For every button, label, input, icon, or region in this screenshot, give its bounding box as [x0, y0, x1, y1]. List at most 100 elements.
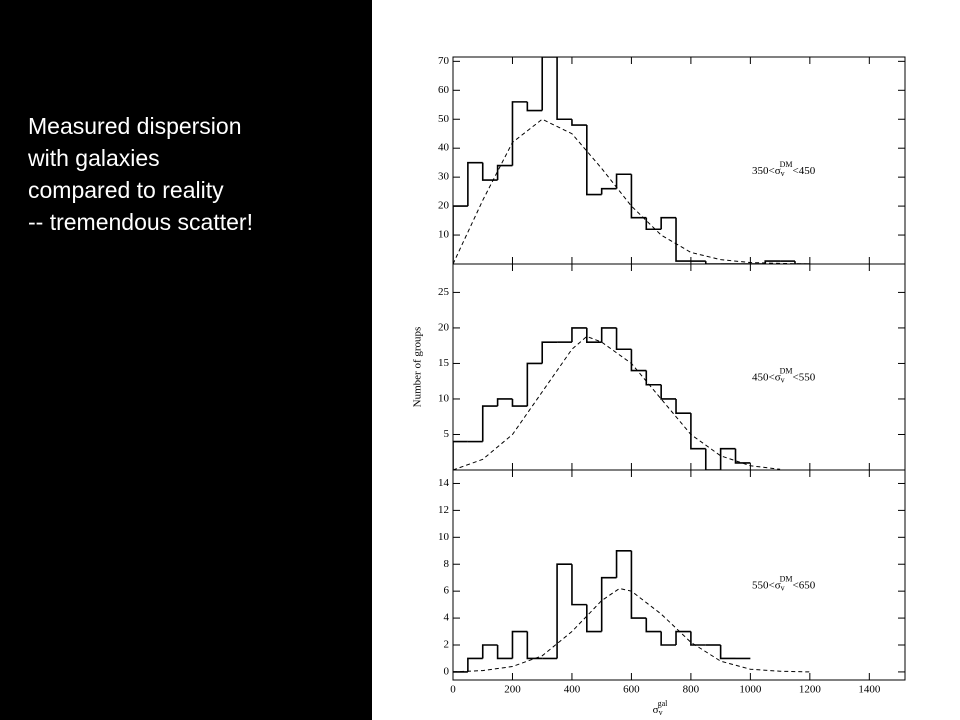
histogram-step — [467, 161, 483, 207]
y-tick-label: 10 — [438, 392, 450, 404]
fit-curve — [453, 118, 840, 264]
histogram-step — [541, 57, 558, 111]
histogram-step — [719, 645, 736, 660]
y-tick-label: 50 — [438, 113, 450, 125]
annotation: 450<σvDM<550 — [752, 366, 816, 384]
histogram-step — [690, 631, 706, 646]
histogram-step — [660, 631, 677, 646]
histogram-step — [704, 448, 721, 470]
histogram-step — [600, 187, 617, 195]
histogram-step — [571, 119, 587, 126]
histogram-step — [541, 341, 558, 364]
histogram-step — [467, 657, 483, 672]
frame — [452, 469, 906, 681]
annotation-sub: v — [781, 583, 785, 592]
y-tick-label: 0 — [444, 665, 450, 677]
x-tick-label: 0 — [450, 684, 456, 696]
histogram-step — [660, 384, 677, 400]
histogram-step — [453, 205, 468, 264]
histogram-step — [675, 398, 691, 414]
histogram-step — [630, 550, 647, 619]
annotation-sub: v — [781, 375, 785, 384]
annotation: 350<σvDM<450 — [752, 160, 816, 178]
x-tick-label: 600 — [623, 684, 640, 696]
histogram-step — [481, 405, 498, 442]
histogram-step — [630, 349, 647, 372]
histogram-step — [526, 631, 543, 660]
y-tick-label: 12 — [438, 504, 449, 516]
x-tick-label: 1400 — [858, 684, 881, 696]
x-axis-label-part: σ — [653, 704, 659, 716]
x-axis-label-sub: v — [659, 708, 663, 717]
histogram-step — [571, 327, 587, 343]
plot — [453, 57, 840, 264]
y-tick-label: 6 — [444, 585, 450, 597]
fit-curve — [453, 587, 810, 673]
plot — [453, 327, 781, 470]
histogram-step — [586, 604, 602, 633]
y-tick-label: 14 — [438, 477, 450, 489]
annotation: 550<σvDM<650 — [752, 574, 816, 592]
fit-curve — [453, 335, 781, 470]
histogram-step — [453, 440, 468, 470]
histogram-step — [600, 576, 617, 632]
histogram-step — [496, 164, 513, 181]
slide-text: Measured dispersion with galaxies compar… — [28, 110, 253, 238]
y-tick-label: 15 — [438, 357, 450, 369]
histogram-step — [675, 630, 691, 645]
y-tick-label: 25 — [438, 286, 450, 298]
histogram-step — [615, 549, 632, 578]
annotation-part: <550 — [793, 371, 816, 383]
histogram-step — [526, 362, 543, 407]
x-axis-label: σvgal — [653, 699, 668, 717]
text-line: -- tremendous scatter! — [28, 209, 253, 235]
y-tick-label: 60 — [438, 84, 450, 96]
y-tick-label: 5 — [444, 428, 450, 440]
histogram-step — [645, 618, 662, 633]
histogram-step — [600, 327, 617, 343]
histogram-step — [586, 125, 602, 196]
text-line: Measured dispersion — [28, 113, 242, 139]
y-tick-label: 10 — [438, 531, 450, 543]
histogram-step — [615, 173, 632, 189]
y-tick-label: 70 — [438, 55, 450, 67]
x-tick-label: 200 — [504, 684, 521, 696]
histogram-step — [511, 101, 528, 166]
histogram-step — [704, 261, 721, 264]
annotation-part: 450<σ — [752, 371, 781, 383]
x-tick-label: 800 — [683, 684, 700, 696]
histogram-step — [556, 563, 572, 659]
histogram-step — [496, 398, 513, 407]
histogram-step — [511, 630, 528, 659]
text-line: compared to reality — [28, 177, 224, 203]
histogram-step — [511, 398, 528, 407]
text-line: with galaxies — [28, 145, 160, 171]
histogram-step — [586, 327, 602, 343]
annotation-part: <650 — [793, 579, 816, 591]
x-axis-label-sup: gal — [658, 699, 669, 708]
histogram-step — [481, 644, 498, 659]
histogram-step — [615, 327, 632, 351]
histogram-step — [645, 370, 662, 386]
annotation-part: <450 — [793, 164, 816, 176]
histogram-step — [571, 564, 587, 606]
y-tick-label: 20 — [438, 200, 450, 212]
histogram-step — [794, 261, 810, 264]
x-tick-label: 1000 — [739, 684, 762, 696]
histogram-step — [690, 413, 706, 450]
histogram-step — [556, 57, 572, 121]
histogram-step — [630, 174, 647, 219]
annotation-sup: DM — [780, 574, 793, 583]
histogram-step — [496, 645, 513, 660]
y-tick-label: 30 — [438, 171, 450, 183]
histogram-step — [734, 448, 751, 464]
annotation-sup: DM — [780, 366, 793, 375]
frame — [452, 263, 906, 471]
frame — [452, 56, 906, 265]
x-tick-label: 400 — [564, 684, 581, 696]
annotation-sup: DM — [780, 160, 793, 169]
y-tick-label: 40 — [438, 142, 450, 154]
histogram-step — [719, 447, 736, 470]
histogram-step — [481, 162, 498, 181]
